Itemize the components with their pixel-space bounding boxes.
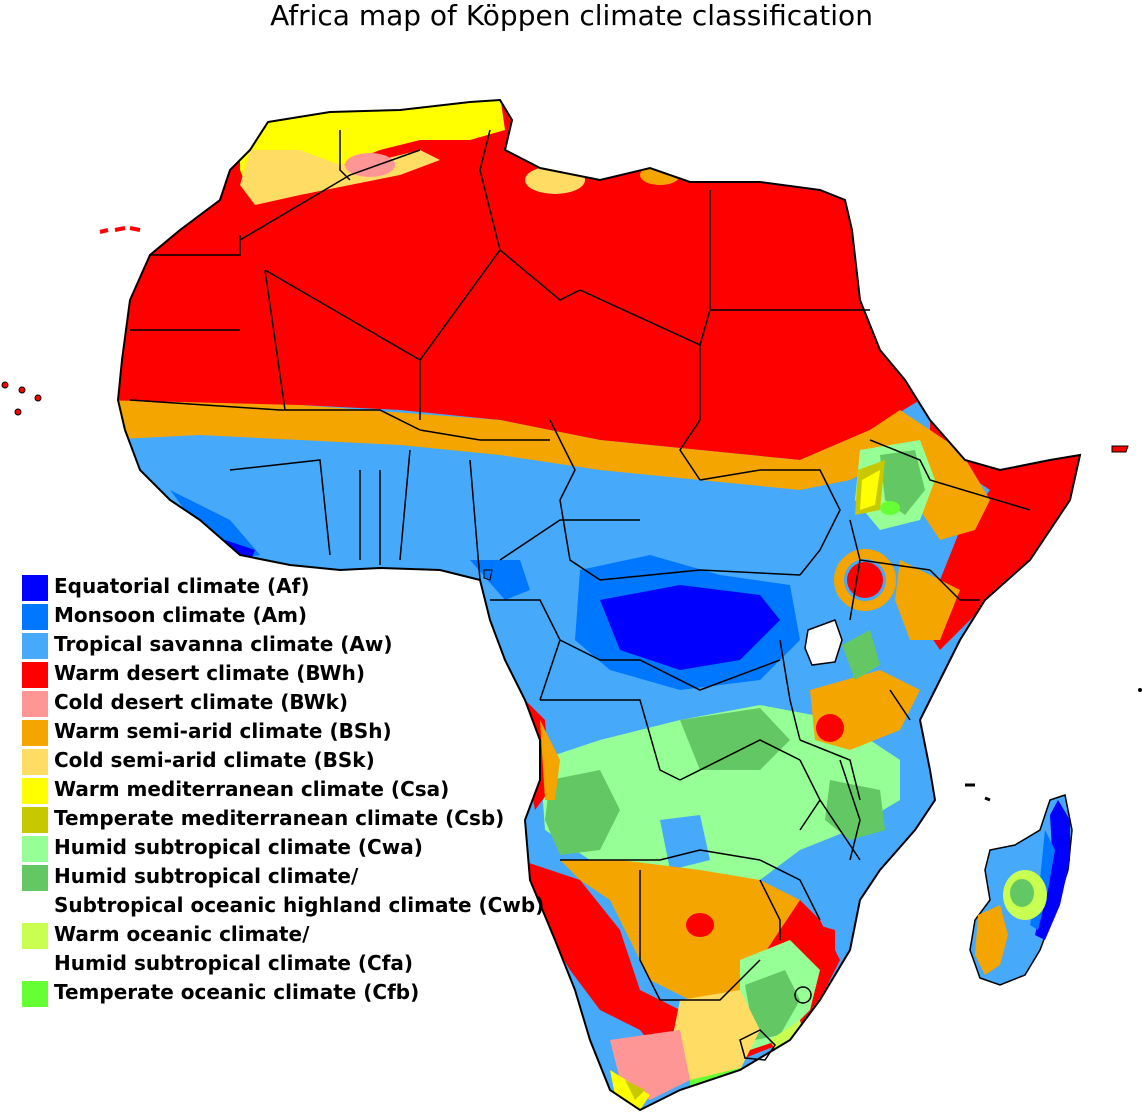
mauritius <box>1138 688 1142 692</box>
zone-cwb-highveld <box>745 970 800 1040</box>
legend-label-aw: Tropical savanna climate (Aw) <box>54 632 393 656</box>
legend-item-cwa: Humid subtropical climate (Cwa) <box>22 833 582 862</box>
legend-item-af: Equatorial climate (Af) <box>22 572 582 601</box>
zone-bsh-sahel <box>118 400 900 490</box>
zone-bsh-angola-coast <box>540 720 560 800</box>
bioko <box>483 569 493 581</box>
cape-verde-3 <box>34 394 42 402</box>
legend-swatch-af <box>22 575 48 601</box>
zone-bwh-kalahari-spot <box>686 913 714 937</box>
zone-cwb-angola <box>545 770 620 855</box>
cape-verde-4 <box>14 408 22 416</box>
legend-label-bwh: Warm desert climate (BWh) <box>54 661 365 685</box>
legend-label-bsh: Warm semi-arid climate (BSh) <box>54 719 392 743</box>
legend-item-am: Monsoon climate (Am) <box>22 601 582 630</box>
legend-label-csa: Warm mediterranean climate (Csa) <box>54 777 450 801</box>
map-title: Africa map of Köppen climate classificat… <box>270 0 873 32</box>
country-borders <box>129 129 1031 1001</box>
legend-item-csb: Temperate mediterranean climate (Csb) <box>22 804 582 833</box>
zone-csa-ethiopia <box>860 470 880 510</box>
zone-af-congo <box>600 585 780 670</box>
continent-outline <box>116 98 1082 1112</box>
zone-bwh-turkana <box>847 562 883 598</box>
zone-bwk-atlas <box>345 153 395 177</box>
legend-item-cfb: Temperate oceanic climate (Cfb) <box>22 978 582 1007</box>
legend-label-csb: Temperate mediterranean climate (Csb) <box>54 806 505 830</box>
zone-bsk-karoo <box>670 990 760 1080</box>
legend-label-am: Monsoon climate (Am) <box>54 603 308 627</box>
legend-swatch-bsh <box>22 720 48 746</box>
legend-item-bwh: Warm desert climate (BWh) <box>22 659 582 688</box>
zone-am-westcoast <box>170 490 260 560</box>
legend-label-cfa: Warm oceanic climate/ Humid subtropical … <box>54 922 414 975</box>
cape-verde-2 <box>18 386 26 394</box>
zone-bsh-kenya <box>895 560 960 640</box>
legend-label-bwk: Cold desert climate (BWk) <box>54 690 349 714</box>
legend: Equatorial climate (Af) Monsoon climate (… <box>22 572 582 1007</box>
legend-swatch-cfb <box>22 981 48 1007</box>
madagascar-bsh <box>975 905 1008 975</box>
zone-cwa-south <box>540 705 900 880</box>
legend-item-aw: Tropical savanna climate (Aw) <box>22 630 582 659</box>
legend-item-bsh: Warm semi-arid climate (BSh) <box>22 717 582 746</box>
legend-label-bsk: Cold semi-arid climate (BSk) <box>54 748 375 772</box>
socotra <box>1111 445 1129 453</box>
comoros <box>965 783 991 802</box>
legend-item-bsk: Cold semi-arid climate (BSk) <box>22 746 582 775</box>
legend-item-cwb: Humid subtropical climate/ Subtropical o… <box>22 862 582 920</box>
zone-csb-cape <box>625 1080 645 1100</box>
zone-cwb-ethiopia <box>880 450 925 515</box>
zone-bsh-turkana-ring <box>834 549 896 611</box>
zone-bwh-limpopo <box>800 920 835 960</box>
lake-victoria <box>804 619 843 666</box>
zone-cwb-kenya <box>842 630 880 680</box>
legend-label-cwa: Humid subtropical climate (Cwa) <box>54 835 423 859</box>
zone-cfb-ethiopia <box>880 501 900 515</box>
legend-label-cwb: Humid subtropical climate/ Subtropical o… <box>54 864 545 917</box>
madagascar-cwb <box>1010 879 1034 907</box>
legend-item-bwk: Cold desert climate (BWk) <box>22 688 582 717</box>
africa-continent <box>116 98 1082 1112</box>
cape-verde-1 <box>1 381 9 389</box>
lesotho <box>739 1029 776 1061</box>
legend-swatch-cfa <box>22 923 48 949</box>
legend-swatch-cwb <box>22 865 48 891</box>
legend-swatch-am <box>22 604 48 630</box>
eswatini <box>794 986 812 1004</box>
legend-swatch-bsk <box>22 749 48 775</box>
legend-label-cfb: Temperate oceanic climate (Cfb) <box>54 980 420 1004</box>
zone-cwb-zambia <box>680 708 790 770</box>
legend-swatch-bwh <box>22 662 48 688</box>
legend-item-csa: Warm mediterranean climate (Csa) <box>22 775 582 804</box>
legend-label-af: Equatorial climate (Af) <box>54 574 310 598</box>
zone-bwh-kenya <box>816 714 844 742</box>
islands <box>1 226 1142 802</box>
madagascar <box>969 794 1073 986</box>
legend-swatch-cwa <box>22 836 48 862</box>
legend-swatch-bwk <box>22 691 48 717</box>
legend-swatch-aw <box>22 633 48 659</box>
canary-islands <box>99 226 141 234</box>
legend-swatch-csb <box>22 807 48 833</box>
zone-cwb-malawi <box>825 780 885 840</box>
legend-item-cfa: Warm oceanic climate/ Humid subtropical … <box>22 920 582 978</box>
legend-swatch-csa <box>22 778 48 804</box>
